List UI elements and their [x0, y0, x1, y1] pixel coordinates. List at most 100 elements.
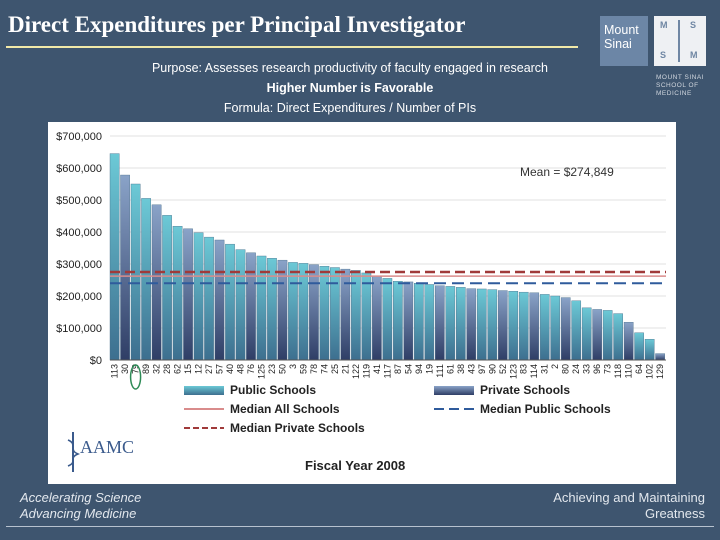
x-tick-label: 122 [351, 364, 361, 379]
bar [435, 285, 445, 361]
bar [592, 309, 602, 361]
bar [382, 278, 393, 361]
bar [424, 284, 435, 361]
bar [414, 282, 424, 361]
footer-left-line-2: Advancing Medicine [20, 506, 137, 521]
bar [109, 153, 120, 361]
bar [476, 288, 487, 361]
x-tick-label: 24 [571, 364, 581, 374]
x-tick-label: 74 [319, 364, 329, 374]
x-tick-label: 61 [445, 364, 455, 374]
mount-sinai-logo: Mount Sinai [600, 16, 648, 66]
purpose-text: Purpose: Assesses research productivity … [151, 61, 549, 75]
x-tick-label: 3 [288, 364, 298, 369]
x-tick-label: 118 [613, 364, 623, 378]
mean-label: Mean = $274,849 [520, 165, 614, 179]
bar [497, 290, 508, 361]
bar-chart: $0 $100,000 $200,000 $300,000 $400,000 $500,0… [56, 131, 666, 435]
legend-label: Median All Schools [230, 402, 340, 416]
logo-line-1: Mount [604, 23, 639, 37]
bar [487, 289, 498, 361]
x-tick-label: 78 [309, 364, 319, 374]
x-tick-label: 123 [508, 364, 518, 379]
y-tick-label: $0 [90, 355, 102, 367]
x-tick-label: 52 [498, 364, 508, 374]
x-tick-label: 73 [603, 364, 613, 374]
x-tick-label: 96 [592, 364, 602, 374]
y-tick-label: $700,000 [56, 131, 102, 143]
bar [120, 174, 130, 361]
footer-left: Accelerating Science Advancing Medicine [20, 490, 141, 522]
bar [288, 262, 298, 361]
bar [581, 307, 592, 361]
footer-right-line-1: Achieving and Maintaining [553, 490, 705, 505]
x-tick-label: 89 [141, 364, 151, 374]
bar [560, 297, 571, 361]
slide-title: Direct Expenditures per Principal Invest… [8, 12, 466, 37]
x-tick-label: 30 [120, 364, 130, 374]
bar [655, 353, 665, 361]
logo-letter-m1: M [660, 20, 668, 30]
bar [634, 332, 644, 361]
bar [204, 236, 214, 361]
favorable-text: Higher Number is Favorable [266, 81, 434, 95]
x-tick-label: 83 [519, 364, 529, 374]
x-tick-label: 25 [330, 364, 340, 374]
x-tick-label: 113 [110, 364, 120, 378]
bar [372, 275, 382, 361]
bar [309, 264, 319, 361]
bar [445, 286, 456, 361]
bar [141, 198, 151, 361]
y-tick-label: $600,000 [56, 163, 102, 175]
x-tick-label: 40 [225, 364, 235, 374]
x-tick-label: 19 [424, 364, 434, 374]
bar [277, 259, 288, 361]
bar [508, 290, 519, 361]
x-tick-label: 27 [204, 364, 214, 374]
x-tick-label: 31 [540, 364, 550, 374]
logo-letter-s2: S [660, 50, 667, 60]
bar [361, 272, 372, 361]
bar [235, 249, 246, 361]
x-tick-label: 79 [131, 364, 141, 374]
footer-rule [6, 526, 714, 527]
legend-swatch-private [434, 386, 474, 395]
y-tick-label: $200,000 [56, 291, 102, 303]
bar [246, 252, 256, 361]
x-tick-label: 111 [435, 364, 445, 378]
y-tick-label: $100,000 [56, 323, 102, 335]
x-tick-label: 50 [277, 364, 287, 374]
bar [267, 258, 277, 361]
fiscal-year: Fiscal Year 2008 [305, 458, 406, 473]
y-tick-label: $500,000 [56, 195, 102, 207]
x-tick-label: 38 [456, 364, 466, 374]
bar [613, 313, 623, 361]
x-tick-label: 15 [183, 364, 193, 374]
x-tick-label: 23 [267, 364, 277, 374]
bar [225, 243, 235, 361]
highlight-ring [129, 364, 142, 390]
y-tick-label: $400,000 [56, 227, 102, 239]
chart-panel: $0 $100,000 $200,000 $300,000 $400,000 $500,0… [48, 122, 676, 484]
x-tick-label: 94 [414, 364, 424, 374]
aamc-label: AAMC [80, 437, 135, 457]
bar [529, 292, 540, 361]
x-tick-label: 76 [246, 364, 256, 374]
formula-text: Formula: Direct Expenditures / Number of… [223, 101, 477, 115]
legend-label: Public Schools [230, 383, 316, 397]
x-tick-label: 54 [403, 364, 413, 374]
bar [298, 263, 309, 361]
x-tick-label: 102 [645, 364, 655, 379]
bar [214, 239, 225, 361]
logo-letter-s1: S [690, 20, 697, 30]
x-tick-label: 87 [393, 364, 403, 374]
x-tick-label: 43 [466, 364, 476, 374]
x-tick-label: 110 [624, 364, 634, 378]
caduceus-icon [678, 20, 680, 62]
bar [644, 338, 655, 361]
x-tick-label: 125 [256, 364, 266, 379]
x-tick-label: 41 [372, 364, 382, 374]
bar [393, 281, 403, 361]
legend-label: Private Schools [480, 383, 570, 397]
title-underline [6, 46, 578, 48]
